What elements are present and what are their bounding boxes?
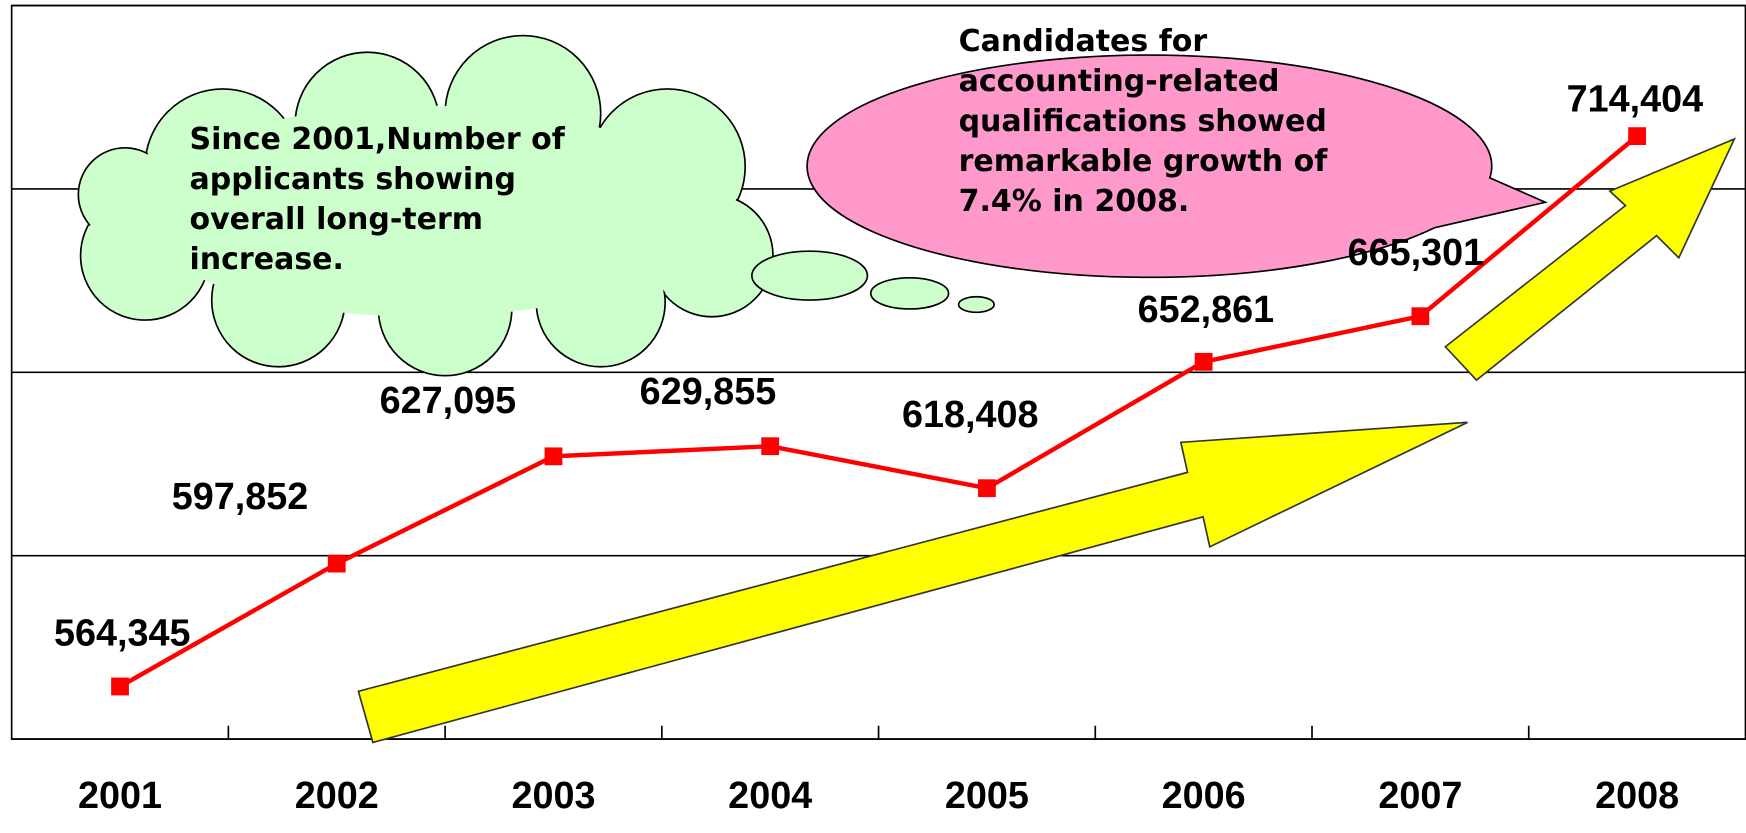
data-label: 618,408	[902, 394, 1039, 436]
bubble-text: Candidates for accounting-related qualif…	[958, 24, 1328, 219]
thought-bubble	[869, 277, 950, 310]
x-tick-label: 2006	[1162, 775, 1246, 817]
cloud-text: Since 2001,Number of applicants showing …	[189, 122, 565, 277]
x-tick-label: 2008	[1595, 775, 1679, 817]
thought-bubble	[957, 295, 995, 314]
cloud-core	[133, 105, 712, 317]
x-tick-label: 2005	[945, 775, 1029, 817]
marks: 564,345 597,852 627,095 629,855 618,408 652,8…	[54, 79, 1703, 696]
point-marker	[761, 437, 780, 456]
point-marker	[1194, 352, 1213, 371]
data-label: 627,095	[380, 380, 517, 422]
bubble-text-box: Candidates for accounting-related qualif…	[958, 24, 1328, 219]
x-tick-label: 2007	[1378, 775, 1462, 817]
data-label: 564,345	[54, 612, 191, 654]
x-tick-label: 2003	[511, 775, 595, 817]
point-marker	[327, 554, 346, 573]
data-label: 652,861	[1138, 289, 1275, 331]
data-label: 665,301	[1348, 232, 1485, 274]
series-line	[118, 134, 1639, 689]
x-tick-label: 2001	[78, 775, 162, 817]
x-tick-label: 2004	[728, 775, 812, 817]
thought-bubble	[751, 250, 869, 301]
point-marker	[111, 677, 129, 696]
data-label: 714,404	[1567, 79, 1704, 121]
speech-bubble	[806, 54, 1549, 279]
cloud-callout	[77, 34, 995, 377]
trend-arrow	[1444, 137, 1737, 382]
point-marker	[544, 447, 563, 466]
x-tick-label: 2002	[295, 775, 379, 817]
point-marker	[978, 479, 996, 498]
grid	[11, 4, 1746, 740]
trend-arrow	[357, 421, 1468, 744]
data-label: 629,855	[640, 371, 777, 413]
point-marker	[1411, 307, 1430, 326]
cloud-text-box: Since 2001,Number of applicants showing …	[189, 122, 565, 277]
point-marker	[1628, 127, 1646, 146]
data-label: 597,852	[172, 476, 309, 518]
